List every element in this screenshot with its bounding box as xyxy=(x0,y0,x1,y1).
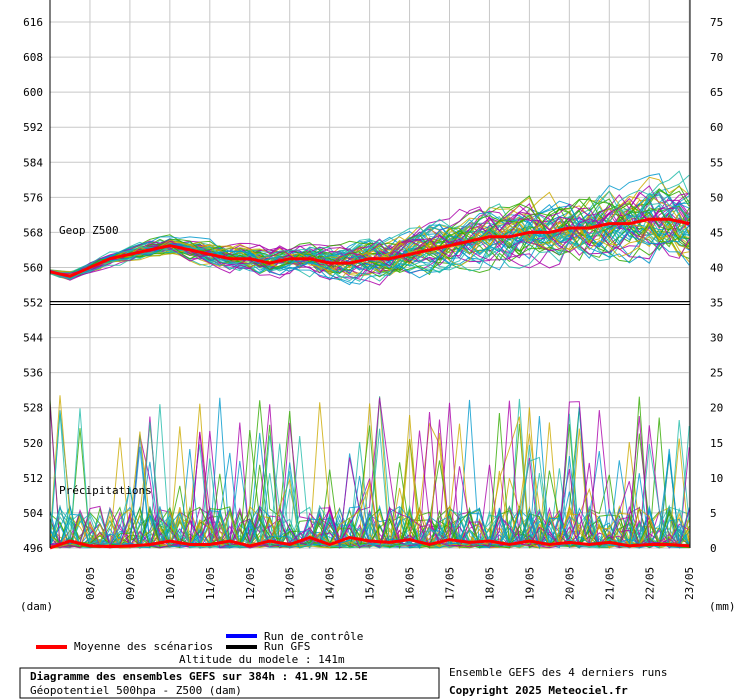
x-tick-label: 12/05 xyxy=(244,567,257,600)
x-tick-label: 11/05 xyxy=(204,567,217,600)
x-tick-label: 10/05 xyxy=(164,567,177,600)
x-tick-label: 21/05 xyxy=(603,567,616,600)
x-tick-label: 22/05 xyxy=(643,567,656,600)
left-tick-label: 616 xyxy=(23,16,43,29)
right-tick-label: 65 xyxy=(710,86,723,99)
left-tick-label: 512 xyxy=(23,472,43,485)
left-tick-label: 552 xyxy=(23,297,43,310)
left-tick-label: 576 xyxy=(23,191,43,204)
precip-annotation: Précipitations xyxy=(59,484,152,497)
left-tick-label: 592 xyxy=(23,121,43,134)
right-tick-label: 60 xyxy=(710,121,723,134)
ensemble-members xyxy=(49,170,690,550)
x-tick-label: 18/05 xyxy=(483,567,496,600)
left-tick-label: 496 xyxy=(23,542,43,555)
geop-mean-line xyxy=(49,217,690,278)
precip-member-line xyxy=(49,438,690,549)
legend-mean-label: Moyenne des scénarios xyxy=(74,640,213,653)
plot-frame xyxy=(49,0,691,548)
left-unit-label: (dam) xyxy=(20,600,53,613)
x-tick-label: 19/05 xyxy=(523,567,536,600)
mean-lines xyxy=(49,217,690,550)
precip-member-line xyxy=(49,404,690,549)
x-tick-label: 14/05 xyxy=(324,567,337,600)
chart-title: Diagramme des ensembles GEFS sur 384h : … xyxy=(30,670,368,683)
right-tick-label: 30 xyxy=(710,332,723,345)
precip-member-line xyxy=(49,426,690,550)
right-tick-label: 35 xyxy=(710,297,723,310)
ensemble-note: Ensemble GEFS des 4 derniers runs xyxy=(449,666,668,679)
left-tick-label: 536 xyxy=(23,367,43,380)
title-box xyxy=(19,667,440,699)
right-tick-label: 0 xyxy=(710,542,717,555)
left-tick-label: 568 xyxy=(23,226,43,239)
right-tick-label: 40 xyxy=(710,261,723,274)
right-unit-label: (mm) xyxy=(709,600,736,613)
legend-control-label: Run de contrôle xyxy=(264,630,363,643)
right-tick-label: 70 xyxy=(710,51,723,64)
geop-member-line xyxy=(49,211,690,275)
left-tick-label: 584 xyxy=(23,156,43,169)
chart-subtitle: Géopotentiel 500hpa - Z500 (dam) xyxy=(30,684,242,697)
axis-ticks: 6166086005925845765685605525445365285205… xyxy=(23,16,723,600)
x-tick-label: 17/05 xyxy=(444,567,457,600)
altitude-label: Altitude du modele : 141m xyxy=(179,653,345,666)
left-tick-label: 560 xyxy=(23,261,43,274)
right-tick-label: 45 xyxy=(710,226,723,239)
right-tick-label: 75 xyxy=(710,16,723,29)
right-tick-label: 5 xyxy=(710,507,717,520)
left-tick-label: 520 xyxy=(23,437,43,450)
right-tick-label: 10 xyxy=(710,472,723,485)
x-tick-label: 13/05 xyxy=(284,567,297,600)
right-tick-label: 50 xyxy=(710,191,723,204)
geop-member-line xyxy=(49,224,690,280)
chart-grid xyxy=(50,0,690,549)
x-tick-label: 09/05 xyxy=(124,567,137,600)
legend-gfs-label: Run GFS xyxy=(264,640,310,653)
right-tick-label: 25 xyxy=(710,367,723,380)
copyright: Copyright 2025 Meteociel.fr xyxy=(449,684,628,697)
x-tick-label: 23/05 xyxy=(683,567,696,600)
right-tick-label: 20 xyxy=(710,402,723,415)
x-tick-label: 16/05 xyxy=(404,567,417,600)
x-tick-label: 20/05 xyxy=(563,567,576,600)
left-tick-label: 504 xyxy=(23,507,43,520)
left-tick-label: 528 xyxy=(23,402,43,415)
geop-annotation: Geop Z500 xyxy=(59,224,119,237)
right-tick-label: 15 xyxy=(710,437,723,450)
geop-member-line xyxy=(49,170,690,282)
geop-member-line xyxy=(49,216,690,278)
right-tick-label: 55 xyxy=(710,156,723,169)
x-tick-label: 15/05 xyxy=(364,567,377,600)
left-tick-label: 600 xyxy=(23,86,43,99)
left-tick-label: 608 xyxy=(23,51,43,64)
left-tick-label: 544 xyxy=(23,332,43,345)
x-tick-label: 08/05 xyxy=(84,567,97,600)
precip-mean-line xyxy=(49,535,690,550)
